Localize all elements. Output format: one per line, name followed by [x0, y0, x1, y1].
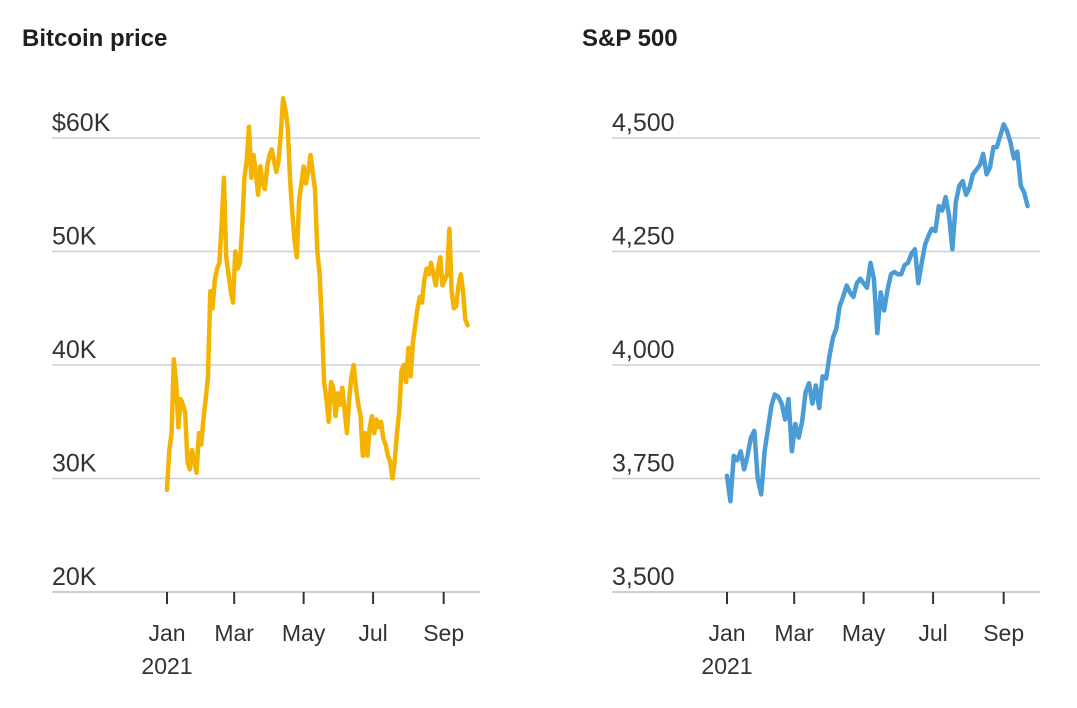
x-tick-label: Sep [423, 620, 464, 646]
x-tick-label: May [282, 620, 326, 646]
chart-title: S&P 500 [582, 25, 678, 52]
series-line [164, 96, 470, 493]
y-tick-label: 4,000 [612, 336, 675, 364]
x-tick-label: Jan [148, 620, 185, 646]
y-tick-label: 4,250 [612, 223, 675, 251]
chart-title: Bitcoin price [22, 25, 167, 52]
x-year-label: 2021 [701, 653, 752, 679]
sp500-chart: S&P 500 3,500 3,750 4,000 4,250 4,500 Jan Mar Ma… [582, 25, 1040, 679]
y-tick-label: 40K [52, 336, 97, 364]
x-tick-label: Jul [918, 620, 947, 646]
bitcoin-price-chart: Bitcoin price 20K 30K 40K 50K $60K Jan Mar May Ju… [22, 25, 480, 679]
y-tick-label: 3,500 [612, 563, 675, 591]
y-tick-label: 20K [52, 563, 97, 591]
x-tick-label: Jul [358, 620, 387, 646]
x-tick-label: Mar [214, 620, 254, 646]
x-tick-label: Jan [708, 620, 745, 646]
x-tick-label: May [842, 620, 886, 646]
x-tick-label: Mar [774, 620, 814, 646]
y-tick-label: 4,500 [612, 109, 675, 137]
y-tick-label: $60K [52, 109, 111, 137]
series-line [724, 122, 1030, 504]
x-tick-label: Sep [983, 620, 1024, 646]
y-tick-label: 30K [52, 450, 97, 478]
y-tick-label: 50K [52, 223, 97, 251]
y-tick-label: 3,750 [612, 450, 675, 478]
x-year-label: 2021 [141, 653, 192, 679]
